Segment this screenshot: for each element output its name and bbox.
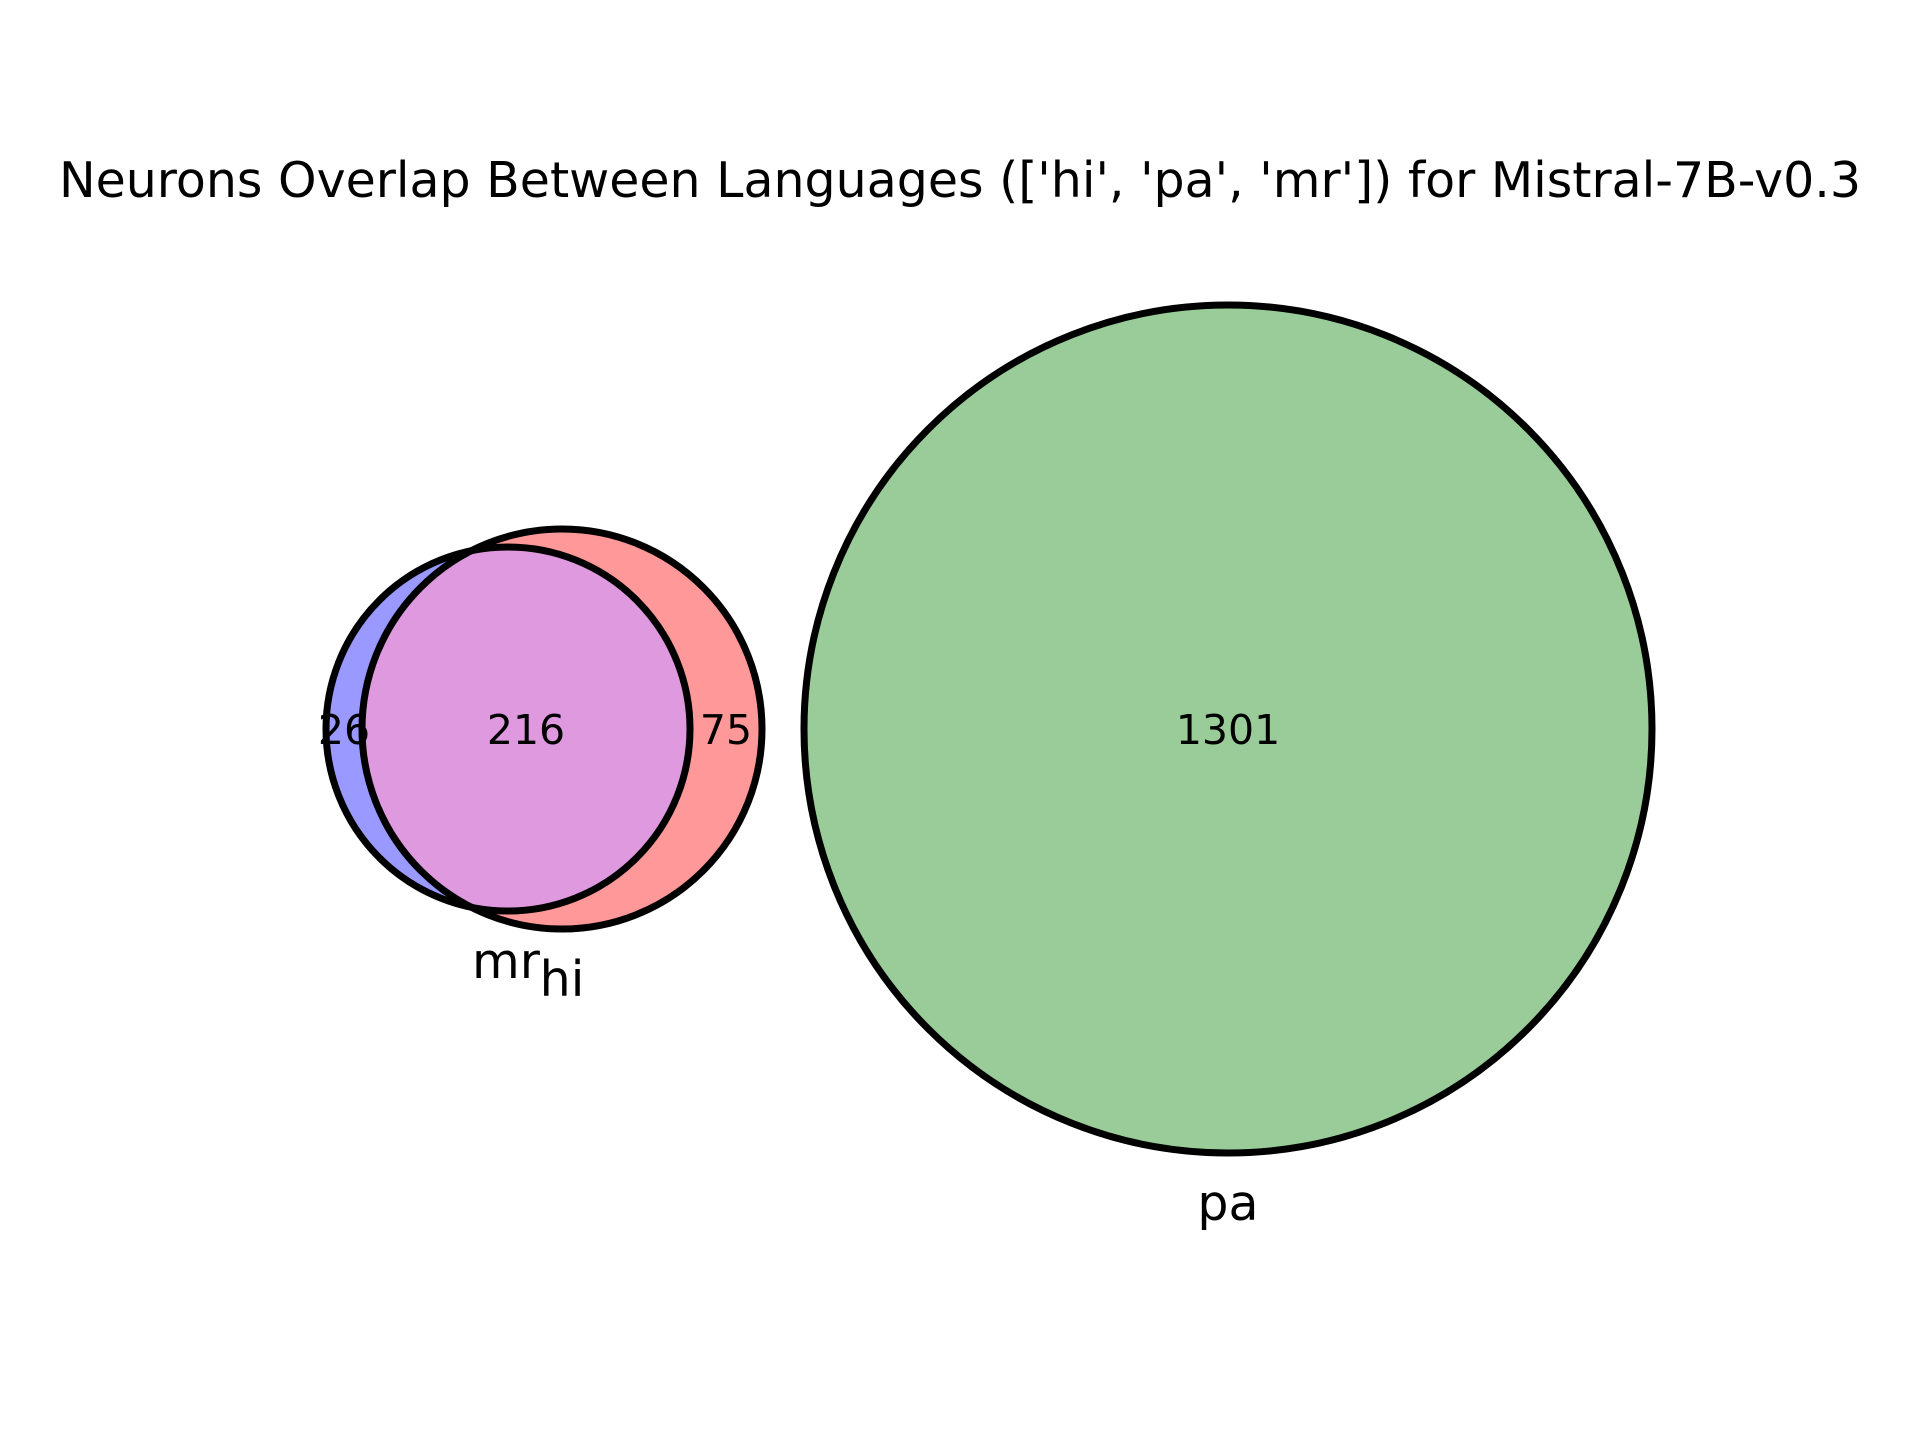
region-mr-only-count: 26 [318,706,370,754]
pa-outline [800,301,1656,1157]
hi-outline [358,525,766,933]
region-hi-mr-count: 216 [487,706,565,754]
mr-outline [322,543,694,915]
set-label-pa: pa [1197,1175,1258,1232]
pa-circle [804,305,1652,1153]
set-label-hi: hi [540,951,585,1008]
hi-mr-overlap [362,547,690,911]
region-pa-only-count: 1301 [1176,706,1280,754]
chart-title: Neurons Overlap Between Languages (['hi'… [59,152,1861,209]
region-hi-only-count: 75 [700,706,752,754]
set-label-mr: mr [472,933,541,990]
